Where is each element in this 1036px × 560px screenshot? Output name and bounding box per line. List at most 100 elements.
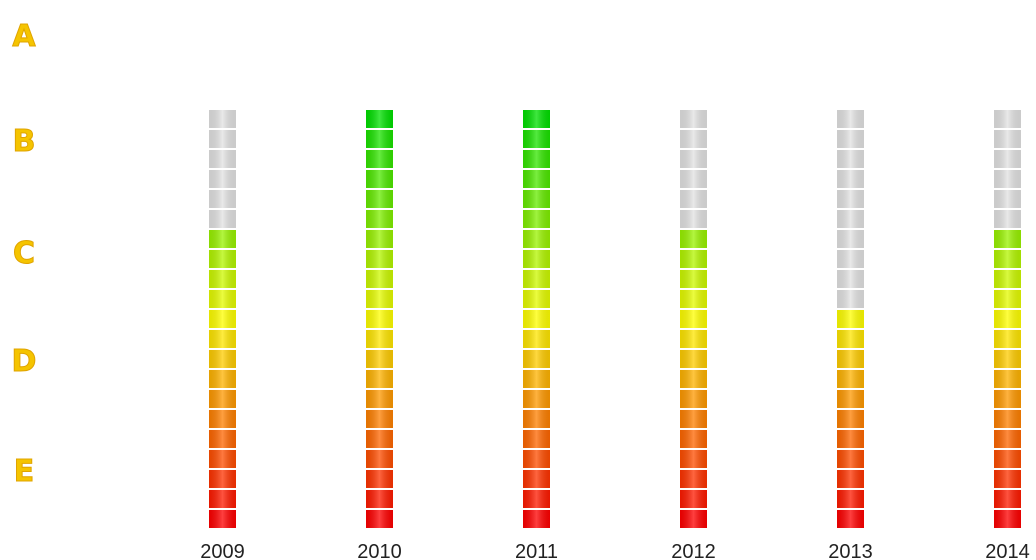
bar-segment-shine — [209, 170, 236, 188]
bar-segment-shine — [837, 510, 864, 528]
bar-segment-shine — [523, 510, 550, 528]
bar-segment-shine — [994, 210, 1021, 228]
year-label-2011: 2011 — [515, 541, 558, 560]
bar-segment-shine — [680, 190, 707, 208]
bar-segment-shine — [837, 290, 864, 308]
bar-segment-shine — [366, 450, 393, 468]
bar-segment-shine — [366, 110, 393, 128]
bar-segment-shine — [994, 390, 1021, 408]
bar-2011 — [523, 110, 550, 528]
bar-segment-shine — [680, 230, 707, 248]
bar-segment-shine — [680, 510, 707, 528]
bar-segment-shine — [994, 270, 1021, 288]
bar-segment-shine — [523, 110, 550, 128]
bar-segment-shine — [366, 210, 393, 228]
bar-segment-shine — [366, 410, 393, 428]
bar-segment-shine — [837, 250, 864, 268]
year-label-2010: 2010 — [357, 541, 402, 560]
bar-segment-shine — [209, 230, 236, 248]
bar-segment-shine — [680, 310, 707, 328]
bar-segment-shine — [680, 370, 707, 388]
bar-segment-shine — [209, 190, 236, 208]
year-label-2013: 2013 — [828, 541, 873, 560]
bar-segment-shine — [523, 390, 550, 408]
year-label-2014: 2014 — [985, 541, 1030, 560]
grade-label-a: A — [12, 19, 36, 54]
year-axis: 2009 2010 2011 2012 2013 2014 — [200, 541, 1030, 560]
bar-segment-shine — [994, 430, 1021, 448]
bar-segment-shine — [680, 130, 707, 148]
bar-segment-shine — [523, 270, 550, 288]
bar-segment-shine — [209, 450, 236, 468]
bar-segment-shine — [837, 470, 864, 488]
bar-2010 — [366, 110, 393, 528]
bar-segment-shine — [680, 250, 707, 268]
bar-segment-shine — [523, 450, 550, 468]
bar-segment-shine — [994, 170, 1021, 188]
bar-segment-shine — [994, 410, 1021, 428]
bar-segment-shine — [837, 310, 864, 328]
bar-segment-shine — [680, 350, 707, 368]
bar-segment-shine — [366, 230, 393, 248]
bar-segment-shine — [680, 330, 707, 348]
bar-segment-shine — [680, 390, 707, 408]
bar-segment-shine — [994, 310, 1021, 328]
bar-segment-shine — [209, 290, 236, 308]
bar-segment-shine — [837, 390, 864, 408]
bar-segment-shine — [523, 430, 550, 448]
bar-segment-shine — [680, 270, 707, 288]
bar-segment-shine — [366, 510, 393, 528]
bar-segment-shine — [837, 150, 864, 168]
bar-2009 — [209, 110, 236, 528]
bar-segment-shine — [994, 130, 1021, 148]
bar-segment-shine — [366, 390, 393, 408]
bar-segment-shine — [680, 290, 707, 308]
bar-segment-shine — [994, 330, 1021, 348]
bar-segment-shine — [523, 490, 550, 508]
bar-segment-shine — [209, 310, 236, 328]
bar-segment-shine — [366, 270, 393, 288]
bar-segment-shine — [209, 410, 236, 428]
bar-segment-shine — [209, 110, 236, 128]
bar-segment-shine — [209, 350, 236, 368]
year-label-2012: 2012 — [671, 541, 716, 560]
grade-label-c: C — [13, 236, 35, 271]
bar-segment-shine — [994, 230, 1021, 248]
bar-segment-shine — [680, 490, 707, 508]
bar-segment-shine — [209, 470, 236, 488]
bar-segment-shine — [523, 210, 550, 228]
bar-segment-shine — [994, 290, 1021, 308]
bar-segment-shine — [994, 350, 1021, 368]
bar-segment-shine — [523, 150, 550, 168]
bar-segment-shine — [994, 250, 1021, 268]
bar-segment-shine — [680, 430, 707, 448]
grade-axis: A B C D E — [11, 19, 37, 490]
bar-segment-shine — [366, 250, 393, 268]
bar-segment-shine — [994, 510, 1021, 528]
bar-segment-shine — [523, 470, 550, 488]
bar-segment-shine — [366, 370, 393, 388]
bar-segment-shine — [366, 330, 393, 348]
bar-2012 — [680, 110, 707, 528]
bar-segment-shine — [523, 330, 550, 348]
bar-segment-shine — [680, 170, 707, 188]
bar-segment-shine — [680, 470, 707, 488]
bar-segment-shine — [209, 510, 236, 528]
bar-segment-shine — [837, 430, 864, 448]
bar-segment-shine — [523, 230, 550, 248]
bar-2014 — [994, 110, 1021, 528]
bar-segment-shine — [994, 150, 1021, 168]
bar-segment-shine — [366, 490, 393, 508]
bar-segment-shine — [837, 110, 864, 128]
bar-segment-shine — [366, 290, 393, 308]
bar-segment-shine — [209, 430, 236, 448]
bar-segment-shine — [837, 170, 864, 188]
bar-segment-shine — [994, 190, 1021, 208]
bar-segment-shine — [209, 210, 236, 228]
bar-segment-shine — [994, 110, 1021, 128]
bar-segment-shine — [523, 350, 550, 368]
bar-segment-shine — [837, 270, 864, 288]
bar-segment-shine — [837, 370, 864, 388]
bar-segment-shine — [209, 250, 236, 268]
bar-segment-shine — [209, 150, 236, 168]
